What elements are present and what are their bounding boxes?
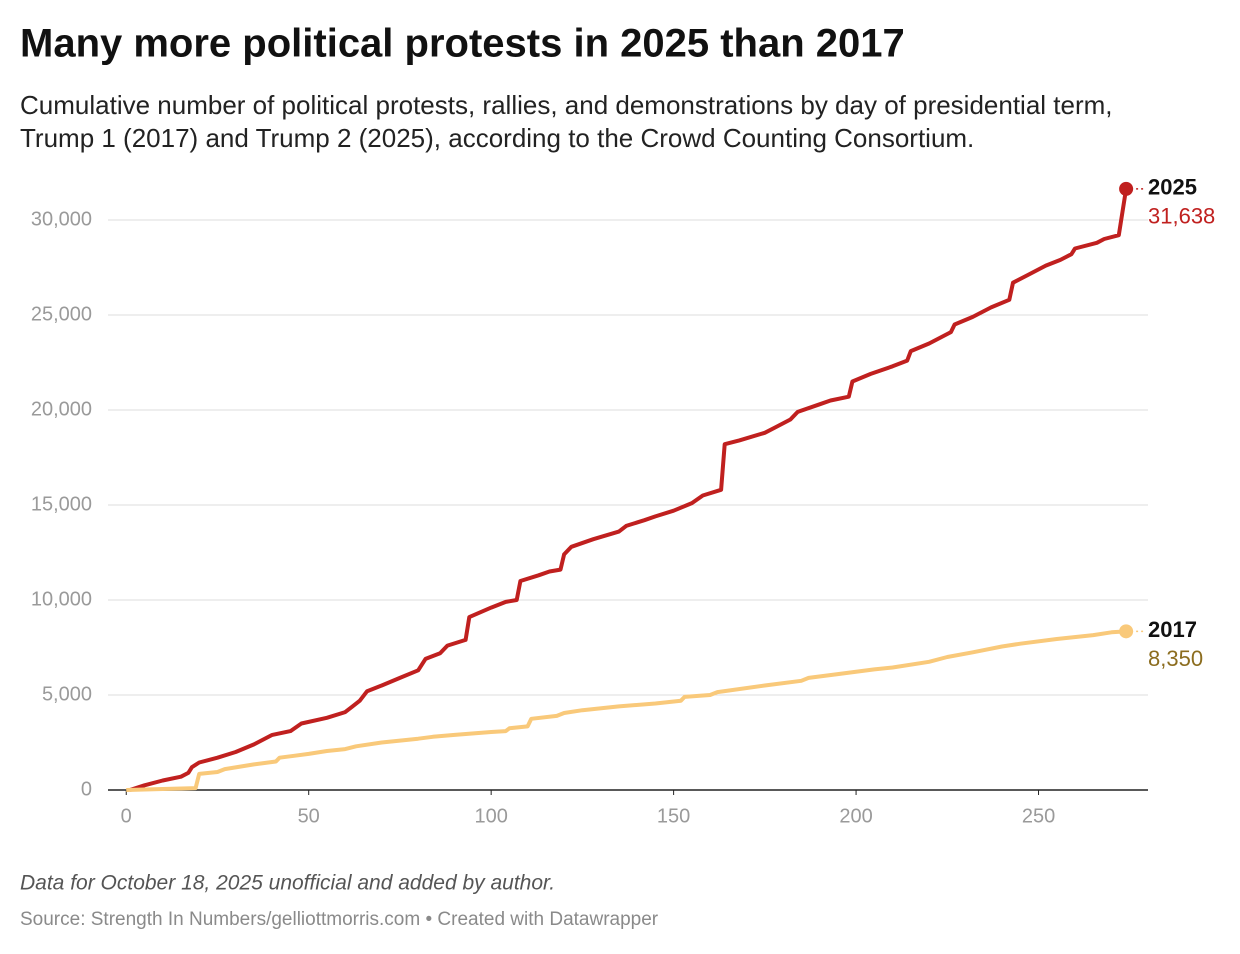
x-tick-label: 100 bbox=[474, 805, 507, 827]
series-label: 2025 bbox=[1148, 175, 1197, 200]
source: Source: Strength In Numbers/gelliottmorr… bbox=[20, 909, 659, 930]
chart-subtitle: Trump 1 (2017) and Trump 2 (2025), accor… bbox=[20, 123, 974, 153]
y-tick-label: 5,000 bbox=[42, 683, 92, 705]
series-label: 2017 bbox=[1148, 617, 1197, 642]
series-line bbox=[126, 629, 1127, 792]
x-tick-label: 0 bbox=[121, 805, 132, 827]
y-tick-label: 0 bbox=[81, 778, 92, 800]
end-dot bbox=[1119, 181, 1134, 196]
value-label: 8,350 bbox=[1148, 646, 1203, 671]
x-tick-label: 200 bbox=[839, 805, 872, 827]
y-tick-label: 30,000 bbox=[31, 208, 92, 230]
x-tick-label: 150 bbox=[657, 805, 690, 827]
y-tick-label: 20,000 bbox=[31, 398, 92, 420]
chart-subtitle: Cumulative number of political protests,… bbox=[20, 90, 1113, 120]
value-label: 31,638 bbox=[1148, 204, 1215, 229]
x-tick-label: 50 bbox=[298, 805, 320, 827]
note: Data for October 18, 2025 unofficial and… bbox=[20, 872, 555, 895]
chart-title: Many more political protests in 2025 tha… bbox=[20, 22, 905, 66]
end-dot bbox=[1119, 624, 1134, 639]
y-tick-label: 25,000 bbox=[31, 303, 92, 325]
y-tick-label: 15,000 bbox=[31, 493, 92, 515]
x-tick-label: 250 bbox=[1022, 805, 1055, 827]
y-tick-label: 10,000 bbox=[31, 588, 92, 610]
series-line bbox=[129, 188, 1129, 792]
